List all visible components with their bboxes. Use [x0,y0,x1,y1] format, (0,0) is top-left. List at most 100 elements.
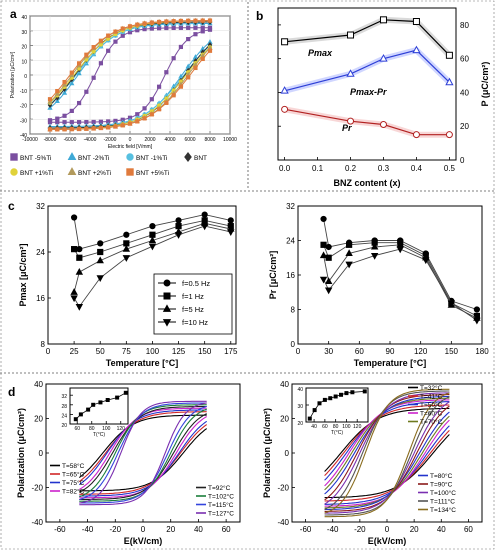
a-series-0-point [171,56,176,61]
d1-y-axis-label: Polarization (μC/cm²) [16,408,26,498]
d2-legend-label: T=80°C [430,472,453,480]
d1-inset-point [98,400,103,405]
a-series-6-point [207,48,213,53]
a-series-6-point [193,65,198,71]
a-series-6-point [47,97,53,102]
panel-label-a: a [10,7,17,21]
a-legend-label: BNT +2%Ti [78,170,111,177]
b-y-tick-label: 0 [460,156,465,165]
d2-inset-point [307,416,312,421]
d2-legend-label: T=41°C [420,393,443,401]
d1-y-tick-label: -20 [31,484,43,493]
d1-x-tick-label: 0 [141,525,146,534]
b-x-tick-label: 0.2 [345,164,357,173]
a-x-tick-label: 0 [129,137,132,143]
panel-label-c: c [8,199,15,213]
a-x-tick-label: 4000 [164,137,175,143]
a-series-6-point [156,107,162,112]
d1-legend-label: T=58°C [62,462,85,470]
c2-series-2-line [323,244,478,319]
a-legend-label: BNT [194,155,207,162]
a-series-0-point [98,61,104,66]
c2-series-0-point [473,306,480,313]
a-series-0-point [186,25,191,30]
a-series-0-point [69,120,74,125]
a-series-0-point [113,39,118,44]
a-series-0-point [178,44,184,50]
d1-inset-point [115,395,120,400]
d2-inset-point [312,408,317,413]
b-series-0-point [445,51,453,59]
c1-series-2-point [96,256,104,264]
a-series-6-point [178,84,184,89]
a-series-0-point [142,106,147,111]
b-plot-frame [277,7,457,161]
d2-y-tick-label: 20 [280,415,289,424]
a-series-6-point [207,18,213,23]
c1-series-2-point [75,267,84,275]
d1-inset-point [86,407,91,412]
a-y-tick-label: -20 [20,104,27,110]
d2-series-5-lower-branch [324,411,450,511]
d2-x-tick-label: -40 [327,525,339,534]
d1-inset: 60 80 100 120 20 24 28 32 T(°C) [61,387,129,438]
c2-series-3-line [323,248,478,321]
a-x-tick-label: -6000 [64,137,77,143]
chart-a: -10000 -8000 -6000 -4000 -2000 0 2000 4000 6000 8… [10,15,237,177]
d1-x-tick-label: -40 [82,525,94,534]
a-series-0-point [164,70,169,75]
c2-series-3-point [422,257,430,265]
d1-legend-label: T=115°C [208,501,234,509]
d2-x-tick-label: -20 [354,525,366,534]
a-series-0-point [193,32,198,37]
d1-series-2-upper-branch [78,409,207,486]
c1-series-0-point [97,240,104,247]
a-series-6-point [62,127,67,132]
c2-series-0-point [320,215,327,223]
b-x-tick-label: 0.3 [378,164,390,173]
a-series-0-point [193,25,198,30]
a-series-6-point [106,125,111,130]
d1-series-0-lower-branch [79,428,208,492]
c1-plot-frame [47,205,237,345]
c1-series-2-point [122,244,131,252]
d1-x-tick-label: 60 [222,525,231,534]
d2-inset-y-tick-label: 20 [297,421,303,427]
panel-label-d: d [8,385,15,399]
b-series-0-point [379,16,387,24]
c2-x-tick-label: 60 [355,347,364,356]
c2-x-tick-label: 30 [324,347,333,356]
a-series-6-point [55,88,60,94]
d2-legend-label: T=70°C [420,418,443,426]
d1-inset-x-tick-label: 100 [102,426,111,432]
d2-inset-point [317,401,322,406]
c2-series-2-point [324,277,333,285]
b-y-tick-label: 60 [460,55,469,64]
c2-y-axis-label: Pr [μC/cm²] [268,251,278,300]
d1-y-tick-label: -40 [31,518,43,527]
b-series-2-point [412,131,420,139]
d2-legend-label: T=134°C [430,506,456,514]
d2-legend-label: T=90°C [430,481,453,489]
chart-b: 0.0 0.1 0.2 0.3 0.4 0.5 0 20 40 60 80 BNZ content (… [277,7,490,188]
d2-inset-point [322,397,327,402]
a-legend-marker [126,168,134,176]
d1-inset-point [123,390,128,395]
c1-legend-marker [162,319,172,327]
a-series-6-point [200,56,205,62]
b-series-2-point [281,105,289,113]
c1-series-0-point [123,231,130,238]
c1-legend-label: f=5 Hz [182,305,204,314]
a-series-0-point [91,75,96,80]
d2-inset-plot-frame [305,387,369,423]
a-legend-marker [10,153,18,161]
a-x-tick-label: -4000 [84,137,97,143]
c2-series-1-point [320,241,327,248]
a-legend-label: BNT +5%Ti [136,170,169,177]
d2-inset-y-tick-label: 30 [297,404,303,410]
d2-series-7-upper-branch [324,392,450,505]
c1-legend: f=0.5 Hz f=1 Hz f=5 Hz f=10 Hz [153,273,233,335]
d2-series-9-upper-branch [324,388,450,514]
d2-inset-x-tick-label: 60 [322,424,328,430]
